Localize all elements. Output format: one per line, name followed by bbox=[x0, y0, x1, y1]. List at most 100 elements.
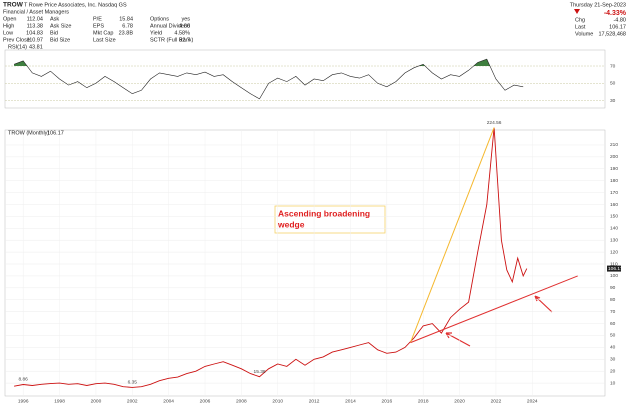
x-tick-label: 2012 bbox=[309, 398, 320, 404]
last-marker bbox=[607, 85, 621, 92]
x-tick-label: 1998 bbox=[54, 398, 65, 404]
quote-value: 23.8B bbox=[119, 30, 134, 36]
quote-label: Options bbox=[150, 16, 169, 22]
quote-label: High bbox=[3, 23, 14, 29]
point-label: 8.86 bbox=[19, 377, 29, 383]
sector: Financial / Asset Managers bbox=[3, 9, 69, 15]
x-tick-label: 2018 bbox=[418, 398, 429, 404]
y-tick-label: 170 bbox=[610, 190, 618, 196]
stat-value: 17,528,468 bbox=[598, 31, 626, 37]
quote-value: 32.7 bbox=[179, 37, 190, 43]
y-tick-label: 130 bbox=[610, 237, 618, 243]
quote-label: Bid bbox=[50, 30, 58, 36]
x-tick-label: 2008 bbox=[236, 398, 247, 404]
quote-label: P/E bbox=[93, 16, 102, 22]
x-tick-label: 2000 bbox=[91, 398, 102, 404]
down-arrow bbox=[574, 9, 580, 14]
point-label: 6.35 bbox=[128, 380, 138, 386]
series-last: 106.17 bbox=[47, 130, 64, 136]
y-tick-label: 20 bbox=[610, 368, 616, 374]
overbought-fill bbox=[14, 59, 524, 66]
y-tick-label: 120 bbox=[610, 249, 618, 255]
series-line bbox=[13, 58, 524, 100]
y-tick-label: 70 bbox=[610, 63, 616, 69]
quote-table: Open 112.04 Ask P/E 15.84 Options yes High 113.3… bbox=[3, 16, 194, 43]
y-tick-label: 70 bbox=[610, 309, 616, 315]
stat-label: Chg bbox=[575, 17, 585, 23]
x-tick-label: 2010 bbox=[272, 398, 283, 404]
quote-label: Prev Close bbox=[3, 37, 30, 43]
x-tick-label: 2016 bbox=[381, 398, 392, 404]
y-tick-label: 160 bbox=[610, 202, 618, 208]
trendline bbox=[409, 127, 495, 343]
company: T Rowe Price Associates, Inc. Nasdaq GS bbox=[24, 2, 127, 8]
y-tick-label: 10 bbox=[610, 380, 616, 386]
quote-value: 15.84 bbox=[119, 16, 133, 22]
y-tick-label: 50 bbox=[610, 81, 616, 87]
x-tick-label: 2020 bbox=[454, 398, 465, 404]
quote-label: EPS bbox=[93, 23, 104, 29]
series-line bbox=[14, 127, 528, 388]
trendline bbox=[410, 275, 578, 344]
annotation: Ascending broadening bbox=[278, 208, 370, 218]
stat-value: 106.17 bbox=[609, 24, 626, 30]
last-marker bbox=[607, 265, 621, 272]
quote-label: Ask Size bbox=[50, 23, 71, 29]
quote-label: Annual Dividend bbox=[150, 23, 190, 29]
x-tick-label: 1996 bbox=[18, 398, 29, 404]
point-label: 15.38 bbox=[254, 369, 266, 375]
quote-value: 4.58% bbox=[174, 30, 190, 36]
y-tick-label: 90 bbox=[610, 285, 616, 291]
x-tick-label: 2006 bbox=[200, 398, 211, 404]
quote-value: 104.83 bbox=[26, 30, 43, 36]
quote-label: Last Size bbox=[93, 37, 116, 43]
y-tick-label: 30 bbox=[610, 357, 616, 363]
y-tick-label: 30 bbox=[610, 98, 616, 104]
x-tick-label: 2024 bbox=[527, 398, 538, 404]
y-tick-label: 180 bbox=[610, 178, 618, 184]
y-tick-label: 50 bbox=[610, 333, 616, 339]
y-tick-label: 140 bbox=[610, 226, 618, 232]
quote-label: Ask bbox=[50, 16, 59, 22]
stat-label: Volume bbox=[575, 31, 593, 37]
y-tick-label: 200 bbox=[610, 154, 618, 160]
last-label: 106.17 bbox=[608, 266, 623, 272]
quote-value: yes bbox=[181, 16, 190, 22]
quote-value: 4.86 bbox=[179, 23, 190, 29]
quote-value: 6.78 bbox=[122, 23, 133, 29]
y-tick-label: 210 bbox=[610, 142, 618, 148]
stats: Chg -4.80 Last 106.17 Volume 17,528,468 bbox=[575, 17, 626, 37]
x-tick-label: 2004 bbox=[163, 398, 174, 404]
rsi-panel bbox=[4, 49, 606, 109]
arrow bbox=[534, 295, 553, 313]
y-tick-label: 60 bbox=[610, 321, 616, 327]
quote-label: Bid Size bbox=[50, 37, 70, 43]
stat-label: Last bbox=[575, 24, 586, 30]
quote-label: SCTR (Full Rank) bbox=[150, 37, 194, 43]
arrow bbox=[445, 332, 471, 347]
series-name: TROW (Monthly) bbox=[8, 130, 49, 136]
quote-label: Open bbox=[3, 16, 16, 22]
x-tick-label: 2022 bbox=[491, 398, 502, 404]
y-tick-label: 110 bbox=[610, 261, 618, 267]
y-tick-label: 190 bbox=[610, 166, 618, 172]
quote-value: 110.97 bbox=[27, 37, 43, 43]
price-panel bbox=[4, 129, 606, 397]
quote-label: Low bbox=[3, 30, 13, 36]
quote-label: Yield bbox=[150, 30, 162, 36]
quote-label: Mkt Cap bbox=[93, 30, 113, 36]
y-tick-label: 100 bbox=[610, 273, 618, 279]
y-tick-label: 40 bbox=[610, 345, 616, 351]
symbol: TROW bbox=[3, 2, 24, 9]
annotation: wedge bbox=[277, 219, 305, 229]
point-label: 224.56 bbox=[487, 120, 502, 126]
y-tick-label: 80 bbox=[610, 297, 616, 303]
y-tick-label: 150 bbox=[610, 214, 618, 220]
series-name: RSI(14) bbox=[8, 44, 27, 50]
stat-value: -4.80 bbox=[613, 17, 626, 23]
x-tick-label: 2014 bbox=[345, 398, 356, 404]
quote-value: 113.38 bbox=[27, 23, 43, 29]
x-tick-label: 2002 bbox=[127, 398, 138, 404]
quote-value: 112.04 bbox=[27, 16, 43, 22]
